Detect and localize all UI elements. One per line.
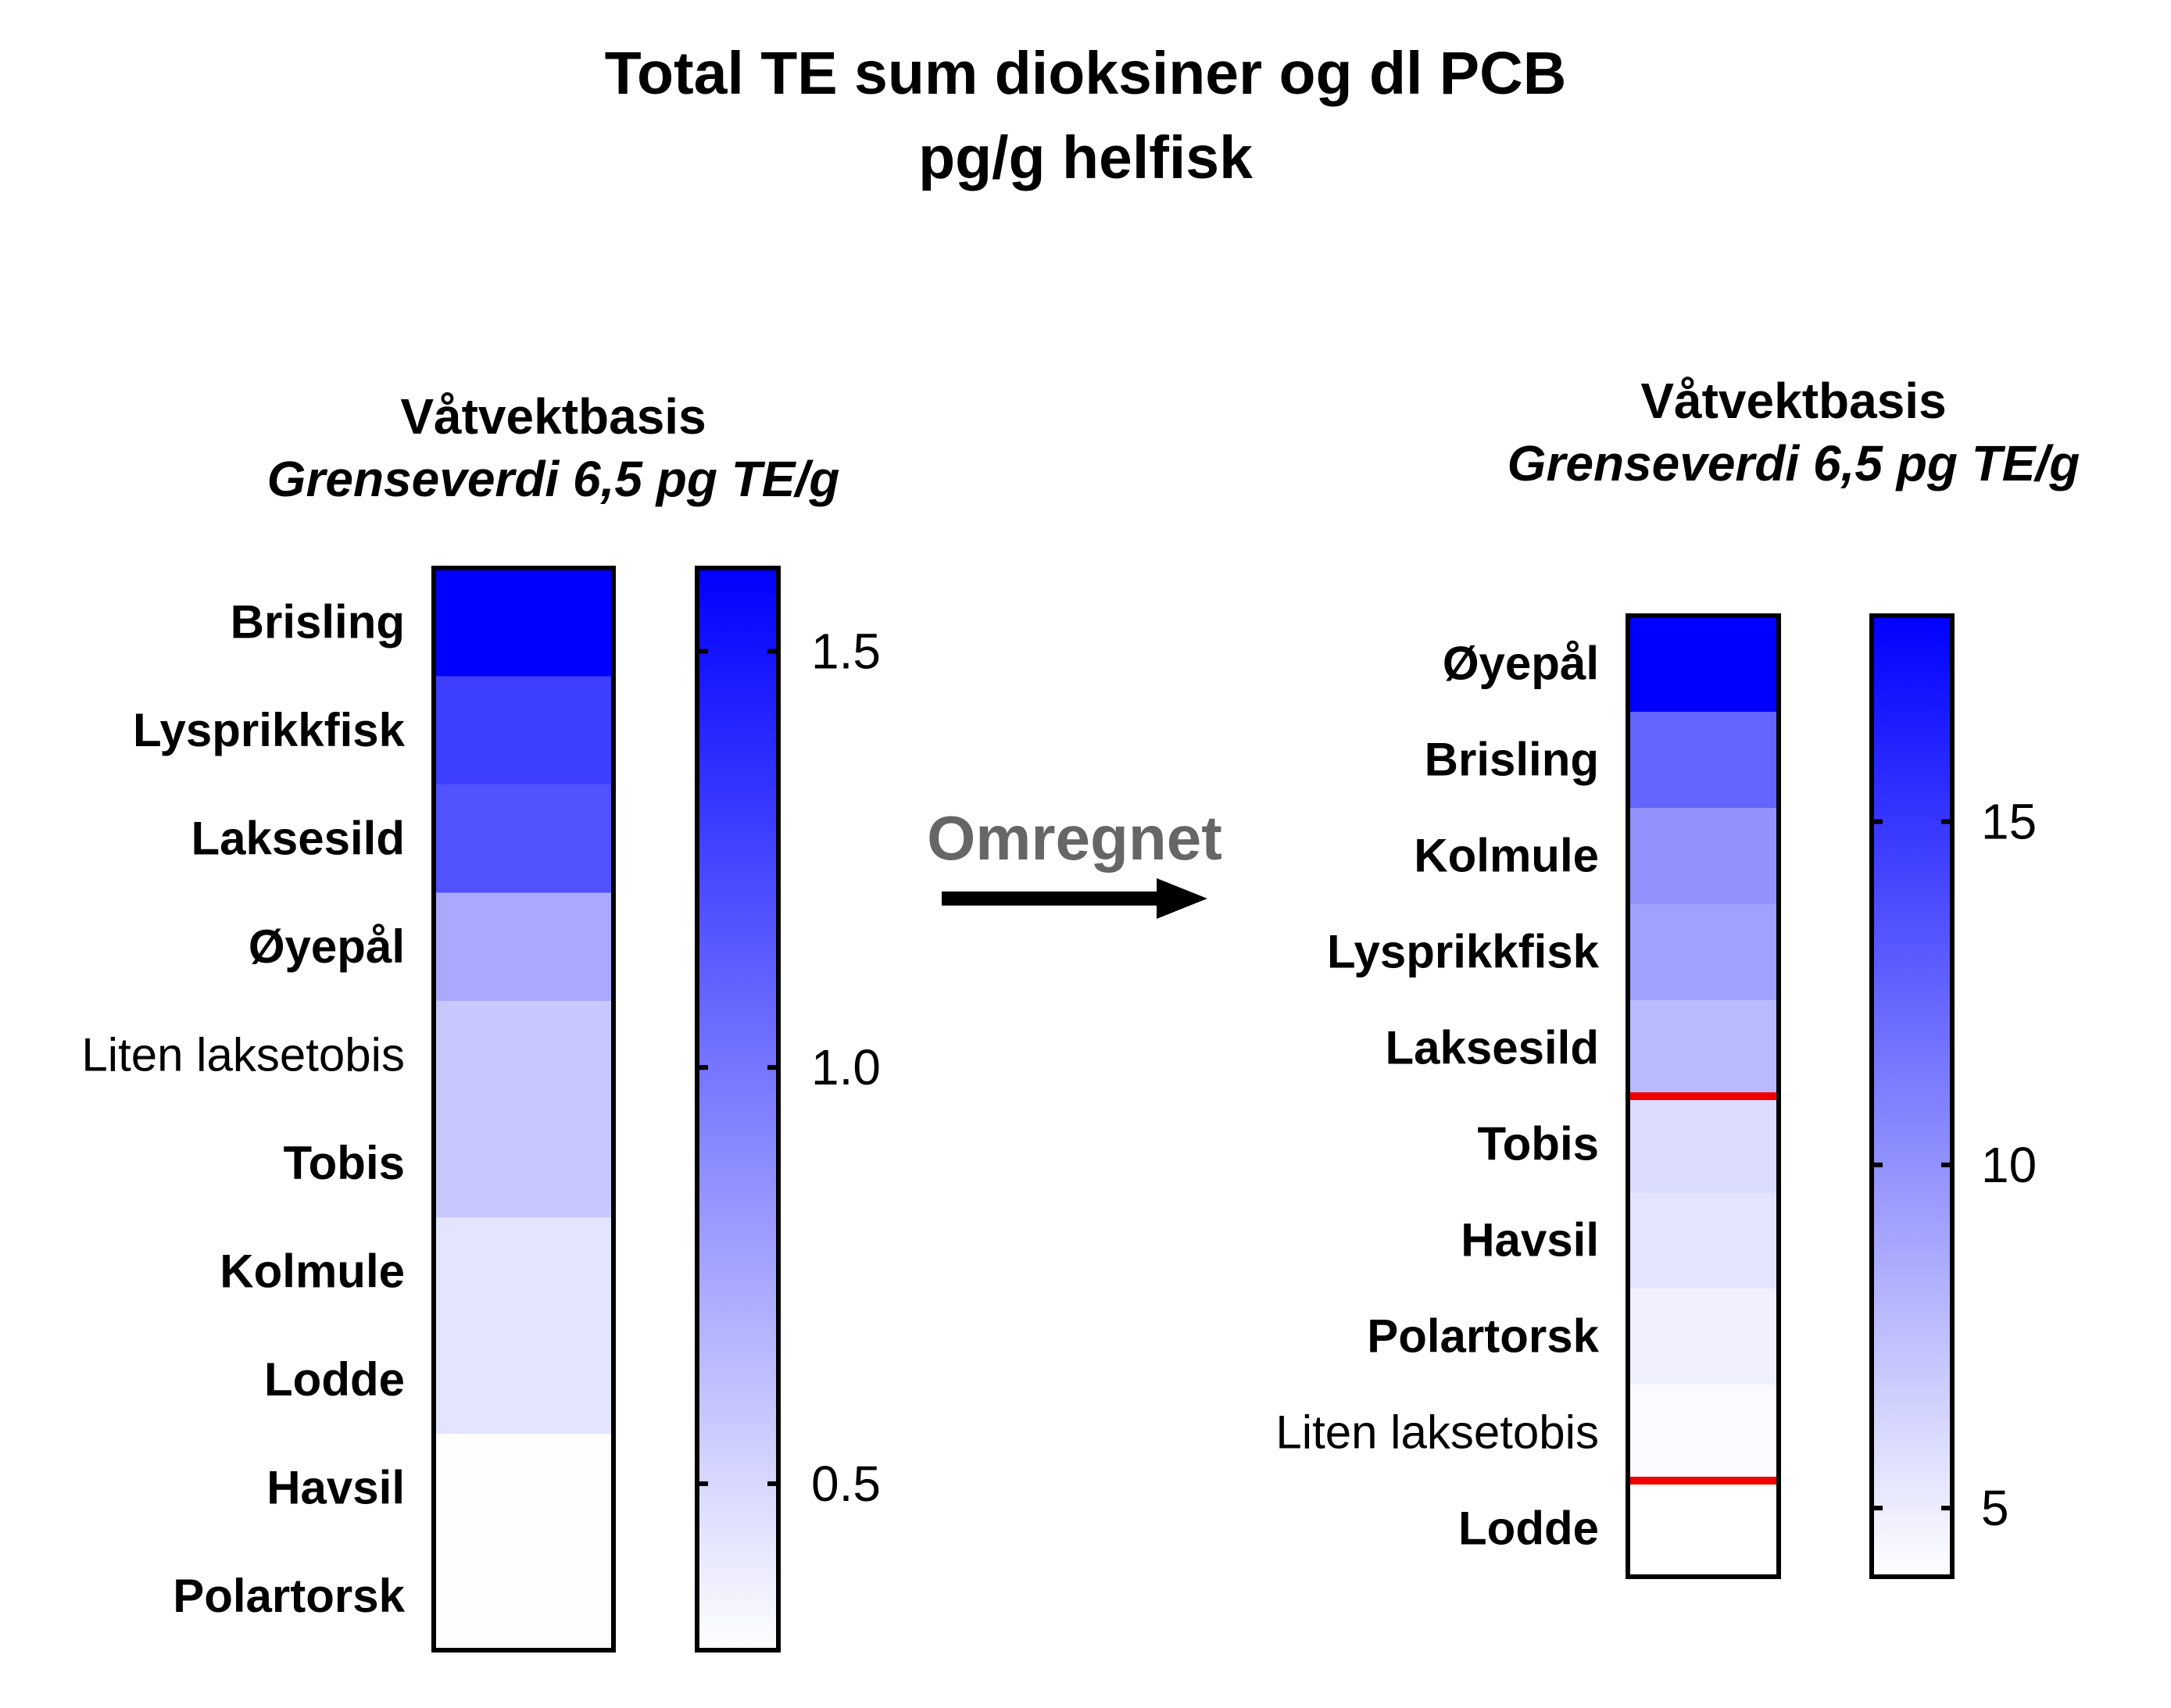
colorbar bbox=[1869, 613, 1955, 1579]
heatmap-cell bbox=[434, 1001, 613, 1109]
heatmap-border bbox=[431, 566, 616, 1653]
colorbar-tick-label: 10 bbox=[1981, 1137, 2037, 1193]
row-label: Polartorsk bbox=[173, 1570, 405, 1622]
colorbar-tick-label: 5 bbox=[1981, 1480, 2009, 1536]
chart-title-block: Total TE sum dioksiner og dl PCB pg/g he… bbox=[0, 31, 2171, 200]
chart-title: Total TE sum dioksiner og dl PCB bbox=[604, 40, 1567, 107]
heatmap-panel-1: Våtvektbasis Grenseverdi 6,5 pg TE/g Brisl… bbox=[81, 388, 881, 1653]
heatmap-cell bbox=[1628, 904, 1779, 1001]
heatmap-panel-2: Våtvektbasis Grenseverdi 6,5 pg TE/g Øyepå… bbox=[1275, 373, 2080, 1579]
heatmap-cell bbox=[434, 1217, 613, 1326]
row-label: Kolmule bbox=[220, 1245, 405, 1297]
heatmap-cell bbox=[434, 1542, 613, 1651]
heatmap-cell bbox=[434, 1325, 613, 1435]
heatmap-cell bbox=[1628, 1000, 1779, 1097]
row-label: Havsil bbox=[266, 1461, 405, 1513]
row-label: Lysprikkfisk bbox=[1327, 926, 1600, 978]
heatmap-cell bbox=[434, 892, 613, 1002]
row-label: Laksesild bbox=[191, 812, 406, 864]
row-label: Polartorsk bbox=[1367, 1310, 1599, 1363]
row-label: Kolmule bbox=[1414, 830, 1599, 882]
arrow-label: Omregnet bbox=[927, 803, 1222, 873]
panel-subtitle: Grenseverdi 6,5 pg TE/g bbox=[267, 451, 840, 507]
row-label: Brisling bbox=[1425, 734, 1599, 786]
row-label: Liten laksetobis bbox=[1275, 1406, 1599, 1459]
row-label: Lysprikkfisk bbox=[133, 704, 406, 756]
panel-title: Våtvektbasis bbox=[400, 388, 706, 445]
panel-title: Våtvektbasis bbox=[1640, 373, 1946, 429]
heatmap-cell bbox=[434, 1434, 613, 1542]
colorbar-tick-label: 1.5 bbox=[811, 624, 881, 680]
row-label: Brisling bbox=[231, 595, 405, 648]
row-label: Lodde bbox=[1458, 1503, 1599, 1555]
heatmap-cell bbox=[1628, 1192, 1779, 1289]
row-label: Tobis bbox=[1477, 1118, 1599, 1170]
row-label: Lodde bbox=[264, 1353, 405, 1406]
row-label: Øyepål bbox=[249, 920, 405, 973]
heatmap-cell bbox=[1628, 616, 1779, 713]
heatmap-border bbox=[1626, 613, 1781, 1579]
row-label: Øyepål bbox=[1443, 638, 1599, 690]
right-arrow-icon bbox=[942, 878, 1207, 919]
heatmap-cell bbox=[1628, 1288, 1779, 1385]
heatmap-cell bbox=[1628, 1385, 1779, 1481]
row-label: Tobis bbox=[283, 1137, 405, 1189]
chart-subtitle: pg/g helfisk bbox=[918, 124, 1253, 191]
colorbar-tick-label: 1.0 bbox=[811, 1039, 881, 1095]
colorbar-tick-label: 0.5 bbox=[811, 1456, 881, 1512]
heatmap-cell bbox=[1628, 808, 1779, 905]
colorbar bbox=[695, 566, 781, 1653]
heatmap-cell bbox=[434, 1109, 613, 1218]
colorbar-tick-label: 15 bbox=[1981, 794, 2037, 850]
row-label: Havsil bbox=[1461, 1214, 1599, 1267]
row-label: Laksesild bbox=[1386, 1022, 1600, 1074]
heatmap-cell bbox=[434, 676, 613, 785]
heatmap-cell bbox=[434, 568, 613, 677]
panel-subtitle: Grenseverdi 6,5 pg TE/g bbox=[1508, 435, 2080, 491]
row-label: Liten laksetobis bbox=[81, 1028, 405, 1081]
heatmap-cell bbox=[1628, 712, 1779, 809]
heatmap-cell bbox=[434, 784, 613, 893]
heatmap-cell bbox=[1628, 1096, 1779, 1193]
heatmap-cell bbox=[1628, 1481, 1779, 1578]
